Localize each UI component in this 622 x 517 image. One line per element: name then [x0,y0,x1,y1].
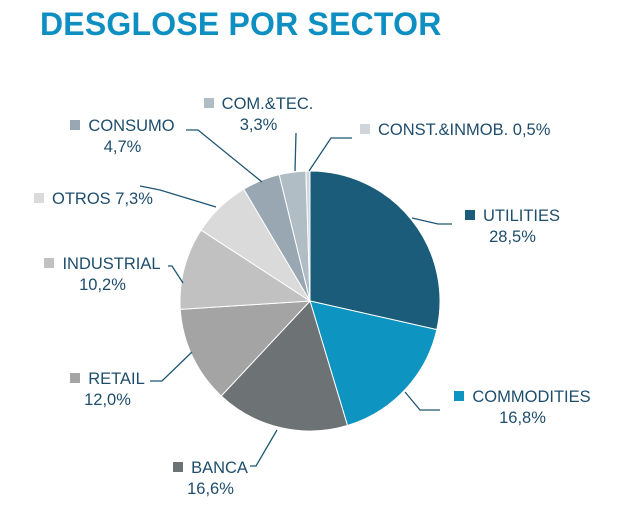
slice-name: INDUSTRIAL [62,255,161,273]
slice-percent: 7,3% [115,190,153,208]
slice-label-8: CONST.&INMOB. 0,5% [360,120,550,141]
slice-name: CONSUMO [88,117,175,135]
pie-slice-8 [305,170,311,302]
pie-slice-0 [309,170,441,331]
pie-slice-4 [179,229,312,310]
slice-percent: 12,0% [84,391,131,409]
chart-title: DESGLOSE POR SECTOR [40,6,442,42]
slice-name: COMMODITIES [472,388,591,406]
leader-line-7 [294,132,297,172]
legend-swatch [70,373,81,383]
legend-swatch [44,258,55,268]
slice-percent: 16,8% [499,409,546,427]
slice-percent: 3,3% [239,116,278,134]
slice-name: OTROS [52,190,111,208]
slice-percent: 4,7% [103,138,142,156]
slice-label-3: RETAIL 12,0% [60,369,155,411]
legend-swatch [203,98,214,108]
pie-slice-3 [179,300,312,397]
pie-slice-1 [309,300,438,427]
slice-label-7: COM.&TEC. 3,3% [191,94,326,136]
leader-line-5 [139,185,217,208]
legend-swatch [464,210,475,220]
slice-label-4: INDUSTRIAL 10,2% [35,254,170,296]
legend-swatch [70,120,81,130]
slice-name: BANCA [191,459,248,477]
slice-name: COM.&TEC. [221,95,314,113]
slice-name: UTILITIES [482,207,560,225]
legend-swatch [173,462,184,472]
slice-percent: 28,5% [489,228,536,246]
slice-label-6: CONSUMO 4,7% [60,116,185,158]
legend-swatch [360,124,370,134]
slice-name: CONST.&INMOB. [378,121,509,139]
slice-percent: 16,6% [187,480,234,498]
leader-line-1 [404,391,440,411]
pie-slice-2 [220,300,349,432]
leader-line-2 [250,429,278,467]
leader-line-6 [186,129,263,183]
leader-line-0 [411,217,452,225]
slice-name: RETAIL [88,370,145,388]
slice-label-5: OTROS 7,3% [34,189,153,210]
slice-label-1: COMMODITIES 16,8% [445,387,600,429]
slice-percent: 10,2% [79,276,126,294]
legend-swatch [454,391,465,401]
legend-swatch [34,193,44,203]
leader-line-4 [168,265,184,284]
slice-label-0: UTILITIES 28,5% [455,206,570,248]
leader-line-8 [308,137,352,172]
leader-line-3 [150,351,193,382]
slice-percent: 0,5% [512,121,551,139]
slice-label-2: BANCA 16,6% [163,458,258,500]
